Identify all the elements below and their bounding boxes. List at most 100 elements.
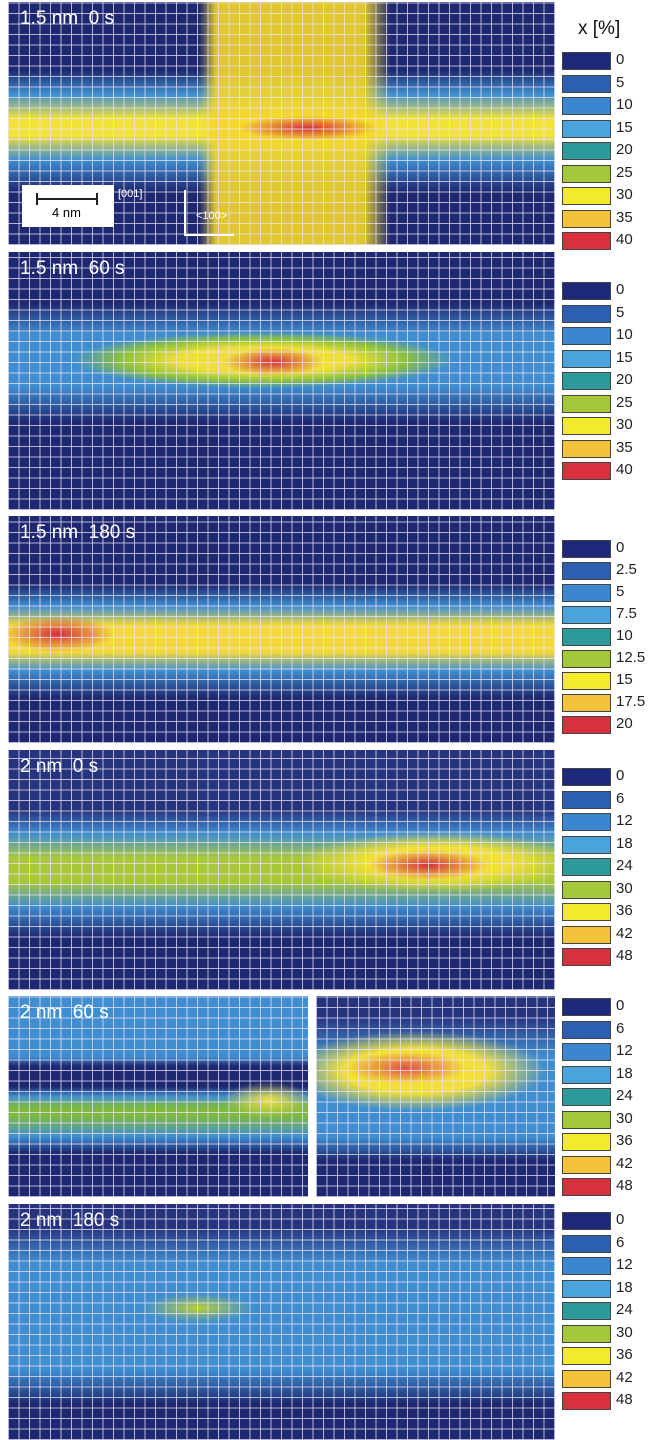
legend-swatch	[562, 1257, 611, 1275]
legend-value: 5	[616, 583, 624, 600]
legend-swatch	[562, 926, 611, 944]
legend-entry: 40	[562, 232, 657, 249]
legend-entry: 5	[562, 305, 657, 322]
legend-swatch	[562, 1021, 611, 1039]
legend-swatch	[562, 1302, 611, 1320]
legend-entry: 48	[562, 1178, 657, 1195]
legend-entry: 0	[562, 52, 657, 69]
legend-swatch	[562, 1347, 611, 1365]
legend-swatch	[562, 327, 611, 345]
legend-swatch	[562, 606, 611, 624]
legend-entry: 15	[562, 120, 657, 137]
legend-swatch	[562, 1370, 611, 1388]
legend-value: 36	[616, 1346, 633, 1363]
legend-value: 0	[616, 539, 624, 556]
legend-value: 42	[616, 1155, 633, 1172]
legend-swatch	[562, 1133, 611, 1151]
figure: {"legend_title":"x [%]","scale_bar":"4 n…	[0, 0, 657, 1440]
legend-value: 30	[616, 416, 633, 433]
arrow	[184, 234, 234, 236]
legend-value: 35	[616, 439, 633, 456]
legend-entry: 30	[562, 1111, 657, 1128]
legend-entry: 35	[562, 440, 657, 457]
panel-label: 2 nm 0 s	[20, 756, 98, 778]
legend-value: 0	[616, 767, 624, 784]
legend-title: x [%]	[578, 18, 620, 40]
legend-swatch	[562, 1280, 611, 1298]
legend-value: 15	[616, 119, 633, 136]
legend-value: 20	[616, 715, 633, 732]
legend-value: 12	[616, 812, 633, 829]
legend-value: 12	[616, 1256, 633, 1273]
heatmap: 1.5 nm 0 s 4 nm [001] <100>	[8, 2, 555, 245]
legend-swatch	[562, 540, 611, 558]
legend-swatch	[562, 232, 611, 250]
heatmap: 1.5 nm 180 s	[8, 516, 555, 743]
legend-entry: 36	[562, 1347, 657, 1364]
legend-entry: 30	[562, 187, 657, 204]
direction-label: [001]	[118, 188, 142, 200]
legend-entry: 0	[562, 282, 657, 299]
legend-value: 42	[616, 925, 633, 942]
legend-value: 35	[616, 209, 633, 226]
legend-swatch	[562, 1178, 611, 1196]
legend-entry: 17.5	[562, 694, 657, 711]
legend-entry: 30	[562, 881, 657, 898]
legend-swatch	[562, 768, 611, 786]
legend-entry: 12	[562, 1043, 657, 1060]
legend-value: 40	[616, 461, 633, 478]
legend-swatch	[562, 142, 611, 160]
legend-value: 18	[616, 835, 633, 852]
legend-swatch	[562, 440, 611, 458]
legend-value: 30	[616, 880, 633, 897]
legend-swatch	[562, 1043, 611, 1061]
legend-value: 12	[616, 1042, 633, 1059]
legend-entry: 2.5	[562, 562, 657, 579]
scale-bar: 4 nm	[22, 185, 114, 227]
legend-swatch	[562, 836, 611, 854]
legend-swatch	[562, 417, 611, 435]
heatmap: 1.5 nm 60 s	[8, 252, 555, 510]
legend-swatch	[562, 52, 611, 70]
legend-swatch	[562, 165, 611, 183]
legend-swatch	[562, 75, 611, 93]
legend-entry: 42	[562, 926, 657, 943]
legend-swatch	[562, 187, 611, 205]
legend-entry: 48	[562, 948, 657, 965]
legend-swatch	[562, 395, 611, 413]
legend-entry: 40	[562, 462, 657, 479]
legend-swatch	[562, 1066, 611, 1084]
legend-value: 10	[616, 96, 633, 113]
legend-value: 24	[616, 857, 633, 874]
legend-value: 15	[616, 349, 633, 366]
legend-value: 25	[616, 394, 633, 411]
legend-value: 30	[616, 186, 633, 203]
legend-entry: 5	[562, 75, 657, 92]
legend-entry: 30	[562, 417, 657, 434]
legend-swatch	[562, 1088, 611, 1106]
arrow	[184, 190, 186, 235]
legend-entry: 15	[562, 350, 657, 367]
legend-swatch	[562, 1111, 611, 1129]
legend-swatch	[562, 858, 611, 876]
legend-swatch	[562, 120, 611, 138]
legend-value: 36	[616, 1132, 633, 1149]
legend-entry: 15	[562, 672, 657, 689]
legend-entry: 18	[562, 1280, 657, 1297]
legend-swatch	[562, 791, 611, 809]
legend-entry: 20	[562, 716, 657, 733]
heatmap	[316, 996, 555, 1197]
legend-value: 10	[616, 326, 633, 343]
legend-value: 0	[616, 1211, 624, 1228]
legend-swatch	[562, 628, 611, 646]
direction-label: <100>	[196, 210, 227, 222]
legend-entry: 0	[562, 540, 657, 557]
legend-entry: 5	[562, 584, 657, 601]
legend-entry: 42	[562, 1156, 657, 1173]
legend-entry: 12	[562, 1257, 657, 1274]
legend-value: 6	[616, 1234, 624, 1251]
legend-entry: 12	[562, 813, 657, 830]
legend-entry: 12.5	[562, 650, 657, 667]
legend-swatch	[562, 282, 611, 300]
legend-entry: 7.5	[562, 606, 657, 623]
